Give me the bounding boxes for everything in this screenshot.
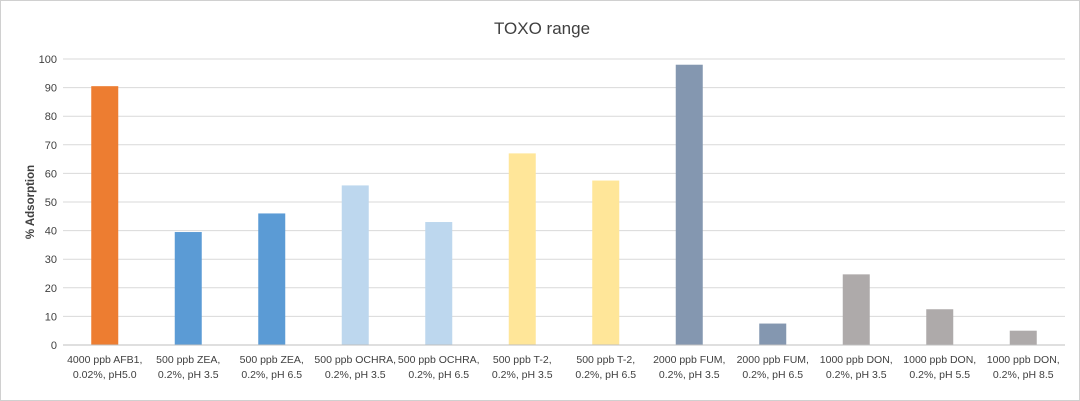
x-tick-label: 500 ppb T-2, 0.2%, pH 3.5 — [492, 354, 553, 381]
bar — [759, 323, 787, 345]
y-tick-label: 0 — [51, 340, 57, 352]
x-tick-label: 500 ppb ZEA, 0.2%, pH 6.5 — [240, 354, 304, 381]
bar — [842, 274, 870, 345]
x-tick-label: 2000 ppb FUM, 0.2%, pH 3.5 — [653, 354, 725, 381]
x-tick-label: 1000 ppb DON, 0.2%, pH 5.5 — [903, 354, 976, 381]
bar — [174, 232, 202, 345]
bar — [508, 153, 536, 345]
x-tick-label: 500 ppb OCHRA, 0.2%, pH 3.5 — [314, 354, 396, 381]
bar — [425, 222, 453, 345]
chart-title: TOXO range — [494, 19, 590, 38]
x-tick-label: 1000 ppb DON, 0.2%, pH 8.5 — [987, 354, 1060, 381]
bar — [926, 309, 954, 345]
bar — [91, 86, 119, 346]
y-tick-label: 20 — [45, 283, 57, 295]
x-tick-label: 1000 ppb DON, 0.2%, pH 3.5 — [820, 354, 893, 381]
x-tick-label: 500 ppb OCHRA, 0.2%, pH 6.5 — [398, 354, 480, 381]
bar — [1009, 330, 1037, 345]
bar — [675, 64, 703, 345]
y-tick-label: 90 — [45, 83, 57, 95]
x-tick-label: 500 ppb ZEA, 0.2%, pH 3.5 — [156, 354, 220, 381]
y-tick-label: 100 — [39, 54, 57, 66]
bar — [341, 185, 369, 345]
y-axis-label: % Adsorption — [25, 165, 37, 239]
y-tick-label: 80 — [45, 111, 57, 123]
y-tick-label: 40 — [45, 226, 57, 238]
y-tick-label: 50 — [45, 197, 57, 209]
y-tick-label: 30 — [45, 254, 57, 266]
x-tick-labels: 4000 ppb AFB1, 0.02%, pH5.0 500 ppb ZEA, 0.… — [67, 354, 1060, 381]
bar — [592, 180, 620, 345]
y-tick-label: 10 — [45, 311, 57, 323]
y-tick-label: 70 — [45, 140, 57, 152]
bars — [91, 64, 1037, 346]
y-tick-labels: 0 10 20 30 40 50 60 70 80 90 100 — [39, 54, 57, 352]
x-tick-label: 500 ppb T-2, 0.2%, pH 6.5 — [575, 354, 636, 381]
bar — [258, 213, 286, 345]
y-tick-label: 60 — [45, 168, 57, 180]
gridlines — [63, 58, 1065, 317]
x-tick-label: 4000 ppb AFB1, 0.02%, pH5.0 — [67, 354, 142, 381]
x-tick-label: 2000 ppb FUM, 0.2%, pH 6.5 — [737, 354, 809, 381]
